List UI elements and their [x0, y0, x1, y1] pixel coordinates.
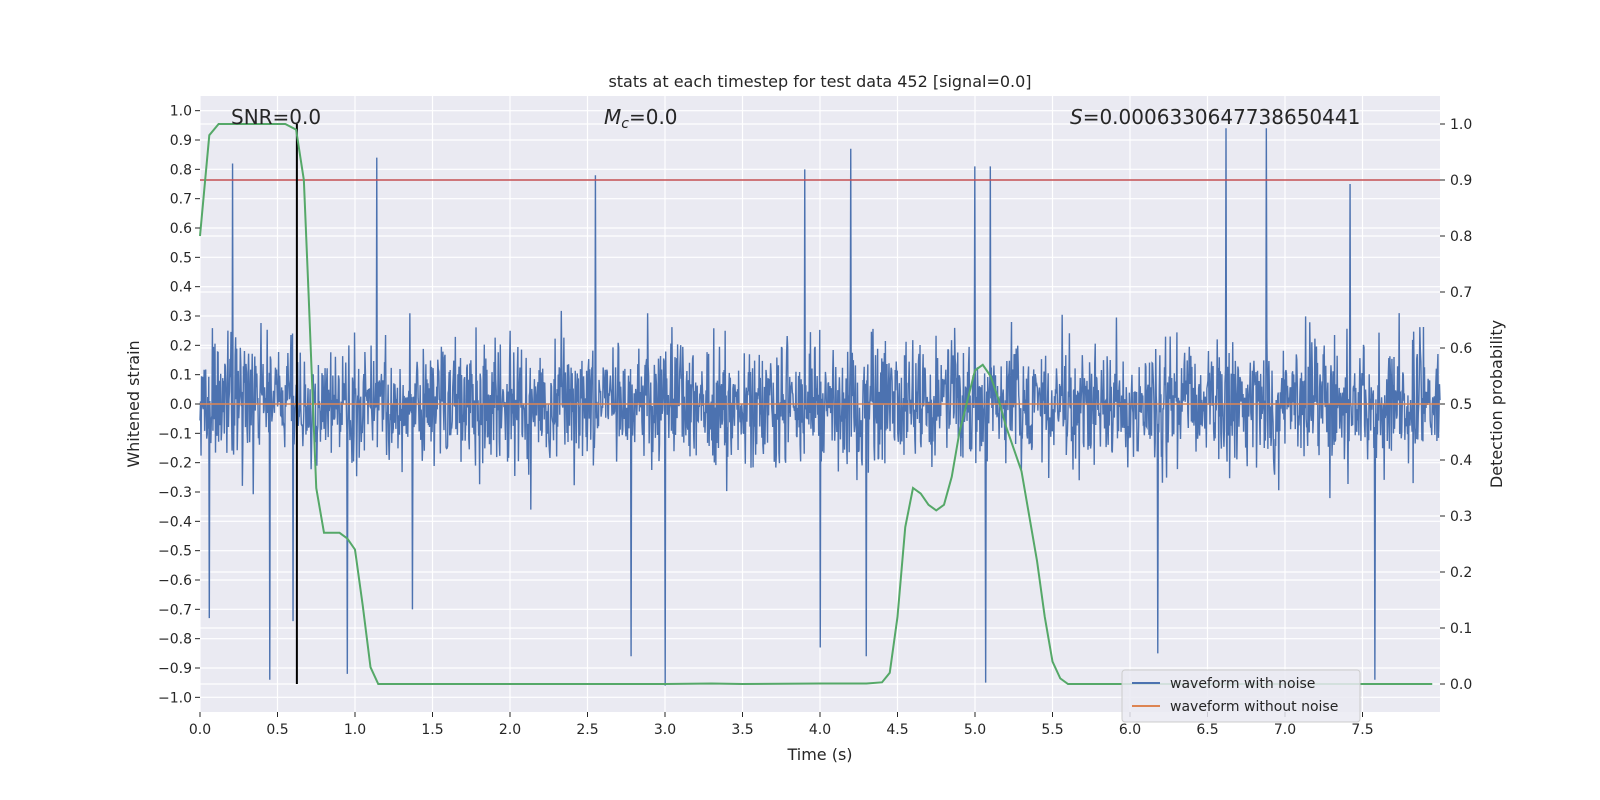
y-left-tick-label: 0.4 [170, 280, 192, 296]
x-tick-label: 6.5 [1196, 722, 1218, 738]
y-left-axis-label: Whitened strain [124, 340, 143, 467]
mc-subscript: c [621, 116, 629, 132]
s-value: =0.0006330647738650441 [1083, 105, 1361, 129]
legend: waveform with noise waveform without noi… [1121, 669, 1361, 723]
x-axis-label: Time (s) [786, 745, 852, 764]
mc-annotation: Mc=0.0 [604, 105, 678, 132]
x-tick-label: 1.0 [344, 722, 366, 738]
x-tick-label: 7.5 [1351, 722, 1373, 738]
y-left-tick-label: 0.0 [170, 397, 192, 413]
noise-line [199, 128, 1441, 686]
y-left-tick-label: 0.3 [170, 309, 192, 325]
y-right-tick-label: 0.4 [1450, 453, 1472, 469]
x-axis-ticks: 0.0 0.5 1.0 1.5 2.0 2.5 3.0 3.5 4.0 4.5 5.0 5.5 6.0 6… [189, 712, 1374, 738]
legend-label-clean: waveform without noise [1170, 699, 1338, 715]
x-tick-label: 4.0 [809, 722, 831, 738]
x-tick-label: 2.0 [499, 722, 521, 738]
y-left-axis-ticks: −1.0 −0.9 −0.8 −0.7 −0.6 −0.5 −0.4 −0.3 −0.2 −0.1… [158, 104, 200, 706]
y-left-tick-label: 0.5 [170, 250, 192, 266]
y-right-tick-label: 0.2 [1450, 565, 1472, 581]
y-right-axis-ticks: 0.0 0.1 0.2 0.3 0.4 0.5 0.6 0.7 0.8 0.9 1.0 [1440, 117, 1472, 693]
y-left-tick-label: −0.1 [158, 426, 192, 442]
detection-probability-series [199, 123, 1433, 686]
y-left-tick-label: 0.6 [170, 221, 192, 237]
x-tick-label: 3.5 [731, 722, 753, 738]
y-right-tick-label: 0.0 [1450, 677, 1472, 693]
y-left-tick-label: −0.3 [158, 485, 192, 501]
y-right-tick-label: 0.3 [1450, 509, 1472, 525]
y-left-tick-label: 0.2 [170, 338, 192, 354]
y-left-tick-label: −1.0 [158, 690, 192, 706]
x-tick-label: 0.0 [189, 722, 211, 738]
x-tick-label: 5.5 [1041, 722, 1063, 738]
x-tick-label: 0.5 [266, 722, 288, 738]
y-right-tick-label: 0.8 [1450, 229, 1472, 245]
y-left-tick-label: −0.5 [158, 544, 192, 560]
y-left-tick-label: −0.6 [158, 573, 192, 589]
chart-title: stats at each timestep for test data 452… [608, 72, 1031, 91]
y-left-tick-label: −0.8 [158, 632, 192, 648]
y-left-tick-label: 0.9 [170, 133, 192, 149]
s-annotation: S=0.0006330647738650441 [1070, 105, 1360, 129]
x-tick-label: 4.5 [886, 722, 908, 738]
y-left-tick-label: 0.8 [170, 162, 192, 178]
mc-symbol: M [604, 105, 621, 129]
y-right-tick-label: 0.5 [1450, 397, 1472, 413]
y-left-tick-label: 0.7 [170, 192, 192, 208]
y-left-tick-label: 1.0 [170, 104, 192, 120]
snr-annotation: SNR=0.0 [231, 105, 321, 129]
x-tick-label: 2.5 [576, 722, 598, 738]
y-right-axis-label: Detection probability [1487, 320, 1506, 488]
y-right-tick-label: 0.9 [1450, 173, 1472, 189]
probability-line [199, 123, 1433, 686]
y-right-tick-label: 0.6 [1450, 341, 1472, 357]
y-right-tick-label: 0.7 [1450, 285, 1472, 301]
y-left-tick-label: −0.2 [158, 456, 192, 472]
y-left-tick-label: −0.9 [158, 661, 192, 677]
y-right-tick-label: 0.1 [1450, 621, 1472, 637]
x-tick-label: 5.0 [964, 722, 986, 738]
y-right-tick-label: 1.0 [1450, 117, 1472, 133]
y-left-tick-label: −0.4 [158, 514, 192, 530]
y-left-tick-label: −0.7 [158, 602, 192, 618]
waveform-with-noise-series [199, 128, 1441, 686]
y-left-tick-label: 0.1 [170, 368, 192, 384]
legend-label-noise: waveform with noise [1170, 676, 1315, 692]
x-tick-label: 7.0 [1274, 722, 1296, 738]
legend-box [1121, 669, 1361, 723]
s-symbol: S [1070, 105, 1083, 129]
x-tick-label: 1.5 [421, 722, 443, 738]
x-tick-label: 3.0 [654, 722, 676, 738]
mc-value: =0.0 [629, 105, 678, 129]
x-tick-label: 6.0 [1119, 722, 1141, 738]
